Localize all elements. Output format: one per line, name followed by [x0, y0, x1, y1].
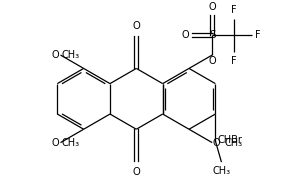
Text: O: O: [208, 56, 216, 66]
Text: O: O: [208, 2, 216, 13]
Text: O: O: [213, 138, 220, 148]
Text: CH₃: CH₃: [62, 138, 80, 148]
Text: O: O: [132, 167, 140, 177]
Text: F: F: [231, 56, 237, 66]
Text: O: O: [132, 21, 140, 31]
Text: CH₃: CH₃: [225, 138, 243, 148]
Text: S: S: [209, 30, 216, 40]
Text: CHBr: CHBr: [217, 135, 242, 145]
Text: CH₃: CH₃: [212, 166, 230, 176]
Text: F: F: [255, 30, 261, 40]
Text: O: O: [52, 138, 59, 148]
Text: O: O: [52, 50, 59, 60]
Text: F: F: [231, 5, 237, 15]
Text: CH₃: CH₃: [62, 50, 80, 60]
Text: O: O: [181, 30, 189, 40]
